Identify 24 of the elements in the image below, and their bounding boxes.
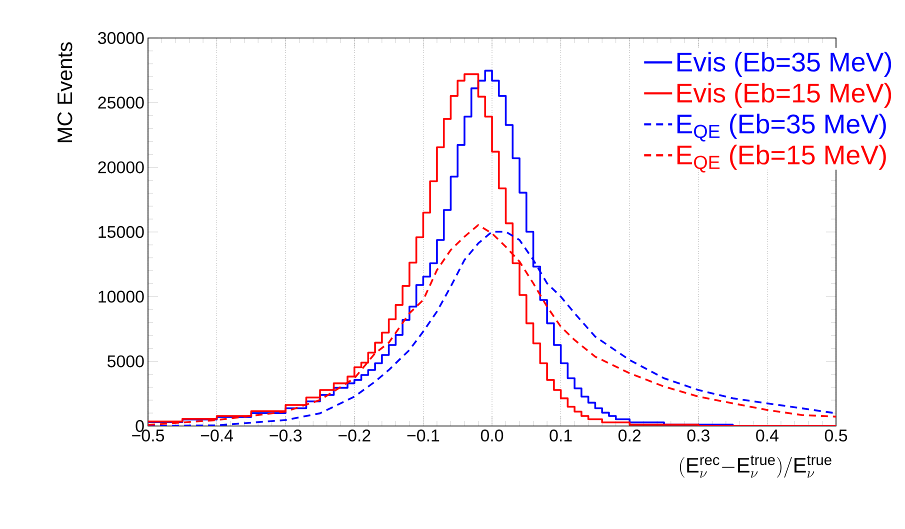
x-tick-label: 0.1 [550, 430, 572, 442]
y-tick-label: 0 [136, 420, 144, 432]
y-tick-label: 30000 [98, 32, 144, 44]
y-axis-title: MC Events [57, 42, 72, 142]
x-tick-label: 0.4 [756, 430, 778, 442]
x-tick-label: −0.3 [270, 430, 302, 442]
legend-label: Evis (Eb=15 MeV) [677, 82, 892, 108]
x-tick-label: −0.5 [132, 430, 164, 442]
x-tick-label: −0.2 [338, 430, 370, 442]
x-tick-label: 0.0 [480, 430, 504, 442]
y-tick-label: 20000 [98, 161, 144, 174]
y-tick-label: 5000 [107, 355, 144, 368]
x-tick-label: 0.5 [824, 430, 848, 442]
legend-label: Evis (Eb=35 MeV) [677, 52, 892, 77]
x-tick-label: 0.3 [687, 430, 710, 442]
y-tick-label: 15000 [98, 226, 144, 238]
legend-label: E$_{QE}$ (Eb=35 MeV) [677, 114, 886, 142]
y-tick-label: 10000 [98, 290, 144, 303]
x-tick-label: −0.4 [200, 430, 234, 442]
x-tick-label: −0.1 [407, 430, 440, 442]
x-tick-label: 0.2 [618, 430, 641, 442]
y-tick-label: 25000 [98, 96, 144, 109]
legend-label: E$_{QE}$ (Eb=15 MeV) [677, 144, 886, 172]
x-axis-title: $(\mathrm{E}_{\nu}^{\mathrm{rec}}\mathrm{-}\mathrm{E}_{\nu}^{\mathrm{true}})/\mathrm{E}_{\nu}^{\mathrm{true}}$ [680, 456, 832, 478]
